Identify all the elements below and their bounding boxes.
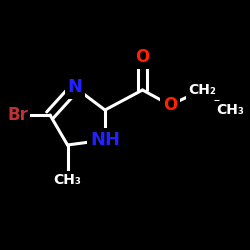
Text: CH₃: CH₃: [54, 173, 82, 187]
Text: Br: Br: [7, 106, 28, 124]
Text: NH: NH: [90, 131, 120, 149]
Text: CH₃: CH₃: [216, 103, 244, 117]
Text: O: O: [163, 96, 177, 114]
Text: O: O: [136, 48, 149, 66]
Text: CH₂: CH₂: [188, 83, 216, 97]
Text: N: N: [68, 78, 82, 96]
